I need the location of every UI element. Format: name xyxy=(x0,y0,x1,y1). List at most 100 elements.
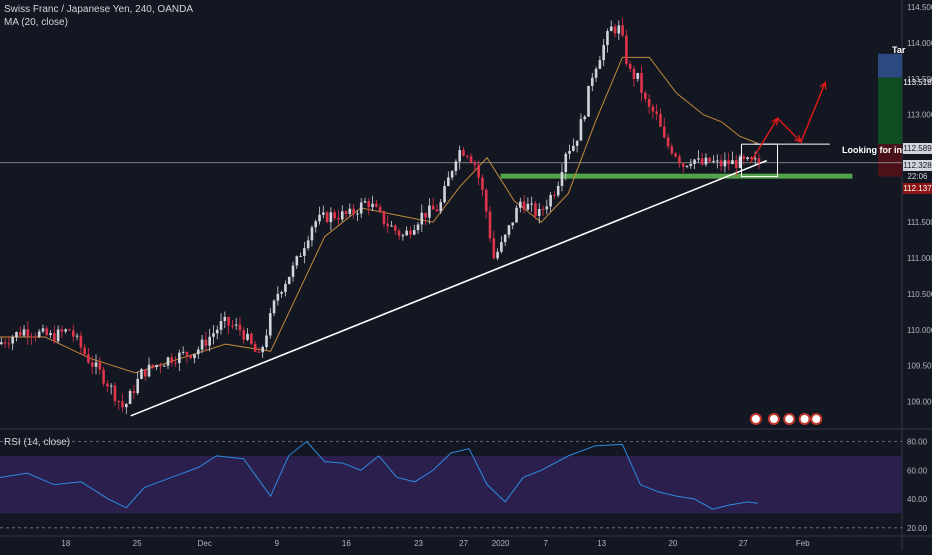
price-tag-entry: 112.589 xyxy=(903,143,932,154)
candle-body xyxy=(651,106,655,112)
candle-body xyxy=(484,189,488,212)
candle-body xyxy=(193,354,196,359)
candle-body xyxy=(363,201,367,203)
candle-body xyxy=(94,362,98,367)
candle-body xyxy=(621,25,624,36)
candle-body xyxy=(530,203,533,205)
candle-body xyxy=(405,230,408,236)
candle-body xyxy=(128,390,132,405)
candle-body xyxy=(579,119,583,141)
price-tick-label: 111.500 xyxy=(907,218,932,227)
time-tick-label: 7 xyxy=(543,539,548,548)
candle-body xyxy=(738,156,742,168)
candle-body xyxy=(492,238,496,259)
candle-body xyxy=(367,201,371,208)
candle-body xyxy=(587,85,590,117)
candle-body xyxy=(473,162,477,165)
candle-body xyxy=(41,328,45,332)
candle-body xyxy=(731,160,734,165)
candle-body xyxy=(378,206,382,211)
candle-body xyxy=(310,227,314,241)
candle-body xyxy=(647,99,651,107)
candle-body xyxy=(291,265,295,277)
candle-body xyxy=(322,212,325,215)
candle-body xyxy=(174,362,177,364)
candle-body xyxy=(700,158,704,165)
candle-body xyxy=(674,153,677,157)
candle-body xyxy=(219,321,223,330)
event-marker xyxy=(767,413,780,425)
candle-body xyxy=(481,177,484,190)
candle-body xyxy=(212,333,215,337)
candle-body xyxy=(583,116,587,120)
candle-body xyxy=(75,335,79,337)
inside-bar-note: Looking for inside xyxy=(842,145,920,155)
candle-body xyxy=(746,157,749,160)
time-tick-label: 27 xyxy=(739,539,748,548)
candle-body xyxy=(15,332,18,338)
rsi-tick-label: 40.00 xyxy=(907,495,928,504)
candle-body xyxy=(234,324,238,326)
candle-body xyxy=(435,209,439,212)
candle-body xyxy=(416,224,420,231)
candle-body xyxy=(287,276,291,284)
candle-body xyxy=(564,153,568,173)
candle-body xyxy=(412,230,416,235)
candle-body xyxy=(147,364,151,377)
candle-body xyxy=(185,351,189,356)
event-marker xyxy=(798,413,811,425)
candle-body xyxy=(443,186,446,203)
arrow-head-1 xyxy=(771,116,779,126)
candle-body xyxy=(519,201,522,208)
candle-body xyxy=(56,329,60,342)
candle-body xyxy=(662,126,666,138)
candle-body xyxy=(371,203,374,208)
time-tick-label: 23 xyxy=(414,539,423,548)
time-tick-label: Feb xyxy=(796,539,810,548)
candle-body xyxy=(469,156,473,163)
candle-body xyxy=(549,194,552,207)
candle-body xyxy=(496,251,499,259)
candle-body xyxy=(454,161,458,172)
candle-body xyxy=(602,45,605,61)
candle-body xyxy=(716,160,719,162)
candle-body xyxy=(503,234,507,243)
candle-body xyxy=(253,343,257,352)
candle-body xyxy=(295,256,299,266)
target-zone xyxy=(878,77,902,145)
price-tag-countdown: 22:06 xyxy=(903,171,932,182)
candle-body xyxy=(723,160,727,167)
candle-body xyxy=(636,72,640,79)
candle-body xyxy=(568,150,571,154)
candle-body xyxy=(284,283,287,293)
candle-body xyxy=(757,158,761,164)
candle-body xyxy=(390,225,393,227)
candle-body xyxy=(34,336,37,338)
candle-body xyxy=(83,347,86,355)
rsi-tick-label: 60.00 xyxy=(907,466,928,475)
candle-body xyxy=(447,177,450,187)
candle-body xyxy=(121,401,124,408)
candle-body xyxy=(462,150,465,156)
time-tick-label: 9 xyxy=(275,539,280,548)
candle-body xyxy=(325,212,329,223)
candle-body xyxy=(625,35,628,64)
uptrend-line xyxy=(130,159,767,417)
candle-body xyxy=(159,365,162,367)
rsi-legend: RSI (14, close) xyxy=(4,437,71,448)
stop-zone xyxy=(878,144,902,177)
candle-body xyxy=(26,329,30,337)
candle-body xyxy=(257,351,261,353)
candle-body xyxy=(3,342,7,344)
candle-body xyxy=(178,352,181,364)
candle-body xyxy=(7,343,11,345)
candle-body xyxy=(268,313,272,336)
candle-body xyxy=(261,346,264,353)
candle-body xyxy=(299,255,302,257)
rsi-tick-label: 80.00 xyxy=(907,438,928,447)
candle-body xyxy=(598,60,602,69)
candle-body xyxy=(640,72,643,93)
candle-body xyxy=(670,146,674,154)
